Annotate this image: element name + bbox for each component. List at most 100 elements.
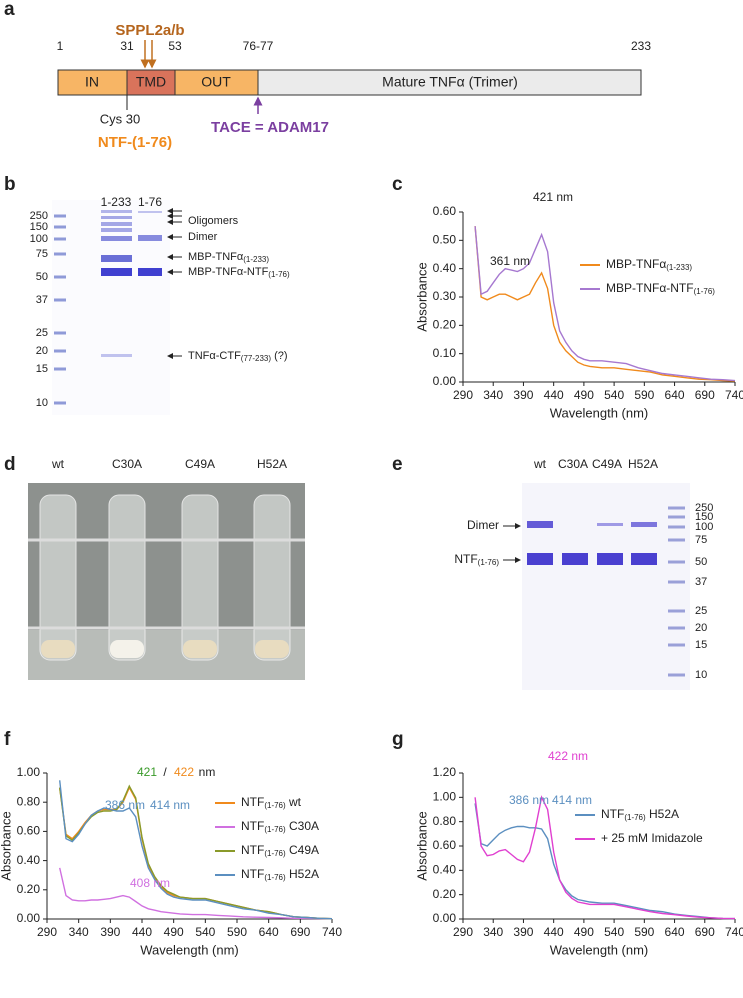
x-tick-label: 640: [665, 388, 685, 402]
panel-b: b 1-233 1-76 Oligomers Dimer MBP-TNFα(1-…: [4, 174, 290, 415]
ladder-band: [54, 275, 66, 279]
x-tick-label: 590: [634, 388, 654, 402]
ladder-band: [668, 506, 685, 510]
lane-label: wt: [51, 457, 65, 471]
tube: [181, 494, 219, 661]
x-axis-label: Wavelength (nm): [550, 942, 649, 957]
x-tick-label: 440: [544, 388, 564, 402]
panel-label: b: [4, 174, 16, 195]
y-tick-label: 0.60: [433, 204, 457, 218]
y-tick-label: 0.20: [433, 887, 457, 901]
band: [138, 268, 162, 276]
panel-label: d: [4, 454, 16, 475]
panel-label: f: [4, 729, 11, 750]
x-tick-label: 740: [725, 925, 743, 939]
series-line: [474, 226, 736, 382]
ladder-label: 37: [695, 576, 707, 588]
annotation: 422: [174, 765, 194, 779]
ladder-label: 25: [36, 327, 48, 339]
band: [101, 236, 132, 241]
tube: [108, 494, 146, 661]
segment-label: IN: [85, 74, 99, 90]
legend-label: NTF(1-76) C49A: [241, 843, 319, 858]
band: [101, 255, 132, 262]
ladder-band: [54, 252, 66, 256]
x-tick-label: 540: [195, 925, 215, 939]
y-tick-label: 0.60: [17, 824, 41, 838]
x-tick-label: 640: [665, 925, 685, 939]
y-axis-label: Absorbance: [0, 811, 13, 880]
band: [101, 354, 132, 357]
panel-e: e wt C30A C49A H52A Dimer NTF(1-76): [392, 454, 690, 690]
y-axis-label: Absorbance: [414, 262, 429, 331]
x-tick-label: 440: [132, 925, 152, 939]
pellet: [183, 640, 217, 658]
x-tick-label: 390: [513, 388, 533, 402]
tube: [253, 494, 291, 661]
ladder-band: [54, 298, 66, 302]
panel-label: g: [392, 729, 404, 750]
gel-annotation: MBP-TNFα(1-233): [188, 251, 269, 264]
ladder-label: 100: [695, 521, 713, 533]
legend-label: NTF(1-76) wt: [241, 795, 302, 810]
ladder-label: 20: [36, 345, 48, 357]
ladder-band: [668, 643, 685, 647]
lane-label: C49A: [592, 457, 622, 471]
ladder-band: [54, 214, 66, 218]
annotation: 361 nm: [490, 254, 530, 268]
band-label: Dimer: [467, 518, 499, 532]
x-tick-label: 390: [100, 925, 120, 939]
gel-annotation: MBP-TNFα-NTF(1-76): [188, 266, 290, 279]
lane-label: H52A: [628, 457, 658, 471]
panel-a: a SPPL2a/b 1 31 53 76-77 233 IN TMD OUT …: [4, 0, 651, 151]
panel-label: a: [4, 0, 15, 20]
annotation: 414 nm: [150, 798, 190, 812]
band: [101, 216, 132, 219]
gel-annotation: Dimer: [188, 231, 218, 243]
panel-label: e: [392, 454, 403, 475]
y-tick-label: 0.40: [433, 261, 457, 275]
ladder-label: 100: [30, 233, 48, 245]
gel: [522, 483, 690, 690]
series-line: [59, 784, 333, 920]
y-tick-label: 0.00: [17, 911, 41, 925]
x-tick-label: 590: [634, 925, 654, 939]
lane-label: H52A: [257, 457, 287, 471]
y-axis-label: Absorbance: [414, 811, 429, 880]
annotation: 422 nm: [548, 749, 588, 763]
ladder-label: 15: [695, 639, 707, 651]
segment-label: TMD: [136, 74, 166, 90]
y-tick-label: 0.60: [433, 838, 457, 852]
panel-d: d wt C30A C49A H52A: [4, 454, 305, 680]
annotation: 386 nm: [105, 798, 145, 812]
position: 53: [168, 39, 182, 53]
segment-label: OUT: [201, 74, 231, 90]
gel-annotation: Oligomers: [188, 215, 239, 227]
band: [597, 523, 623, 526]
series-line: [59, 867, 333, 920]
x-tick-label: 740: [725, 388, 743, 402]
legend-label: NTF(1-76) H52A: [601, 807, 679, 822]
lane-label: 1-233: [101, 195, 132, 209]
ladder-band: [54, 237, 66, 241]
ladder-label: 20: [695, 622, 707, 634]
band: [138, 211, 162, 213]
x-tick-label: 490: [574, 925, 594, 939]
x-tick-label: 440: [544, 925, 564, 939]
band: [562, 553, 588, 565]
panel-label: c: [392, 174, 403, 195]
ladder-label: 50: [36, 271, 48, 283]
legend-label: + 25 mM Imidazole: [601, 831, 703, 845]
x-tick-label: 690: [695, 388, 715, 402]
legend-label: MBP-TNFα(1-233): [606, 257, 692, 272]
x-tick-label: 290: [37, 925, 57, 939]
x-tick-label: 640: [259, 925, 279, 939]
band: [631, 522, 657, 527]
ladder-band: [668, 515, 685, 519]
band: [101, 268, 132, 276]
series-line: [474, 226, 736, 382]
annotation: 421 nm: [533, 190, 573, 204]
position: 1: [57, 39, 64, 53]
ladder-label: 150: [695, 511, 713, 523]
protease-label: SPPL2a/b: [115, 22, 184, 39]
